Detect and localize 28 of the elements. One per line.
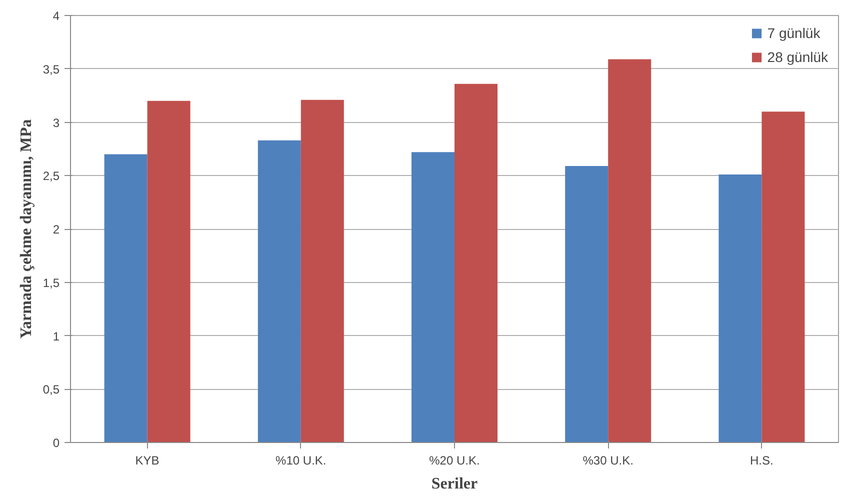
y-tick-label: 0,5 xyxy=(42,382,60,397)
y-tick-label: 2 xyxy=(52,222,60,236)
bar xyxy=(258,140,301,442)
bar xyxy=(300,100,344,442)
x-tick-label: H.S. xyxy=(750,454,774,468)
x-tick-label: %30 U.K. xyxy=(582,454,634,468)
bar xyxy=(762,112,805,442)
y-tick-label: 0 xyxy=(52,436,60,450)
x-tick-label: %20 U.K. xyxy=(429,454,480,468)
y-axis-title: Yarmada çekme dayanımı, MPa xyxy=(18,119,35,339)
x-axis-title: Seriler xyxy=(431,476,478,492)
bar xyxy=(718,174,762,442)
y-tick-label: 3,5 xyxy=(42,62,60,76)
y-tick-label: 1,5 xyxy=(42,276,60,290)
x-tick-label: KYB xyxy=(135,454,160,468)
bar xyxy=(104,154,148,442)
y-tick-label: 3 xyxy=(52,116,60,130)
y-tick-label: 1 xyxy=(52,329,60,344)
bar xyxy=(565,166,608,442)
y-tick-label: 2,5 xyxy=(42,169,60,184)
bar xyxy=(608,59,652,442)
legend-label: 7 günlük xyxy=(767,25,820,41)
y-tick-label: 4 xyxy=(52,9,60,23)
bar xyxy=(454,84,498,442)
x-tick-label: %10 U.K. xyxy=(276,454,326,468)
legend-label: 28 günlük xyxy=(767,49,828,65)
bar xyxy=(147,100,190,442)
bar xyxy=(411,152,454,442)
